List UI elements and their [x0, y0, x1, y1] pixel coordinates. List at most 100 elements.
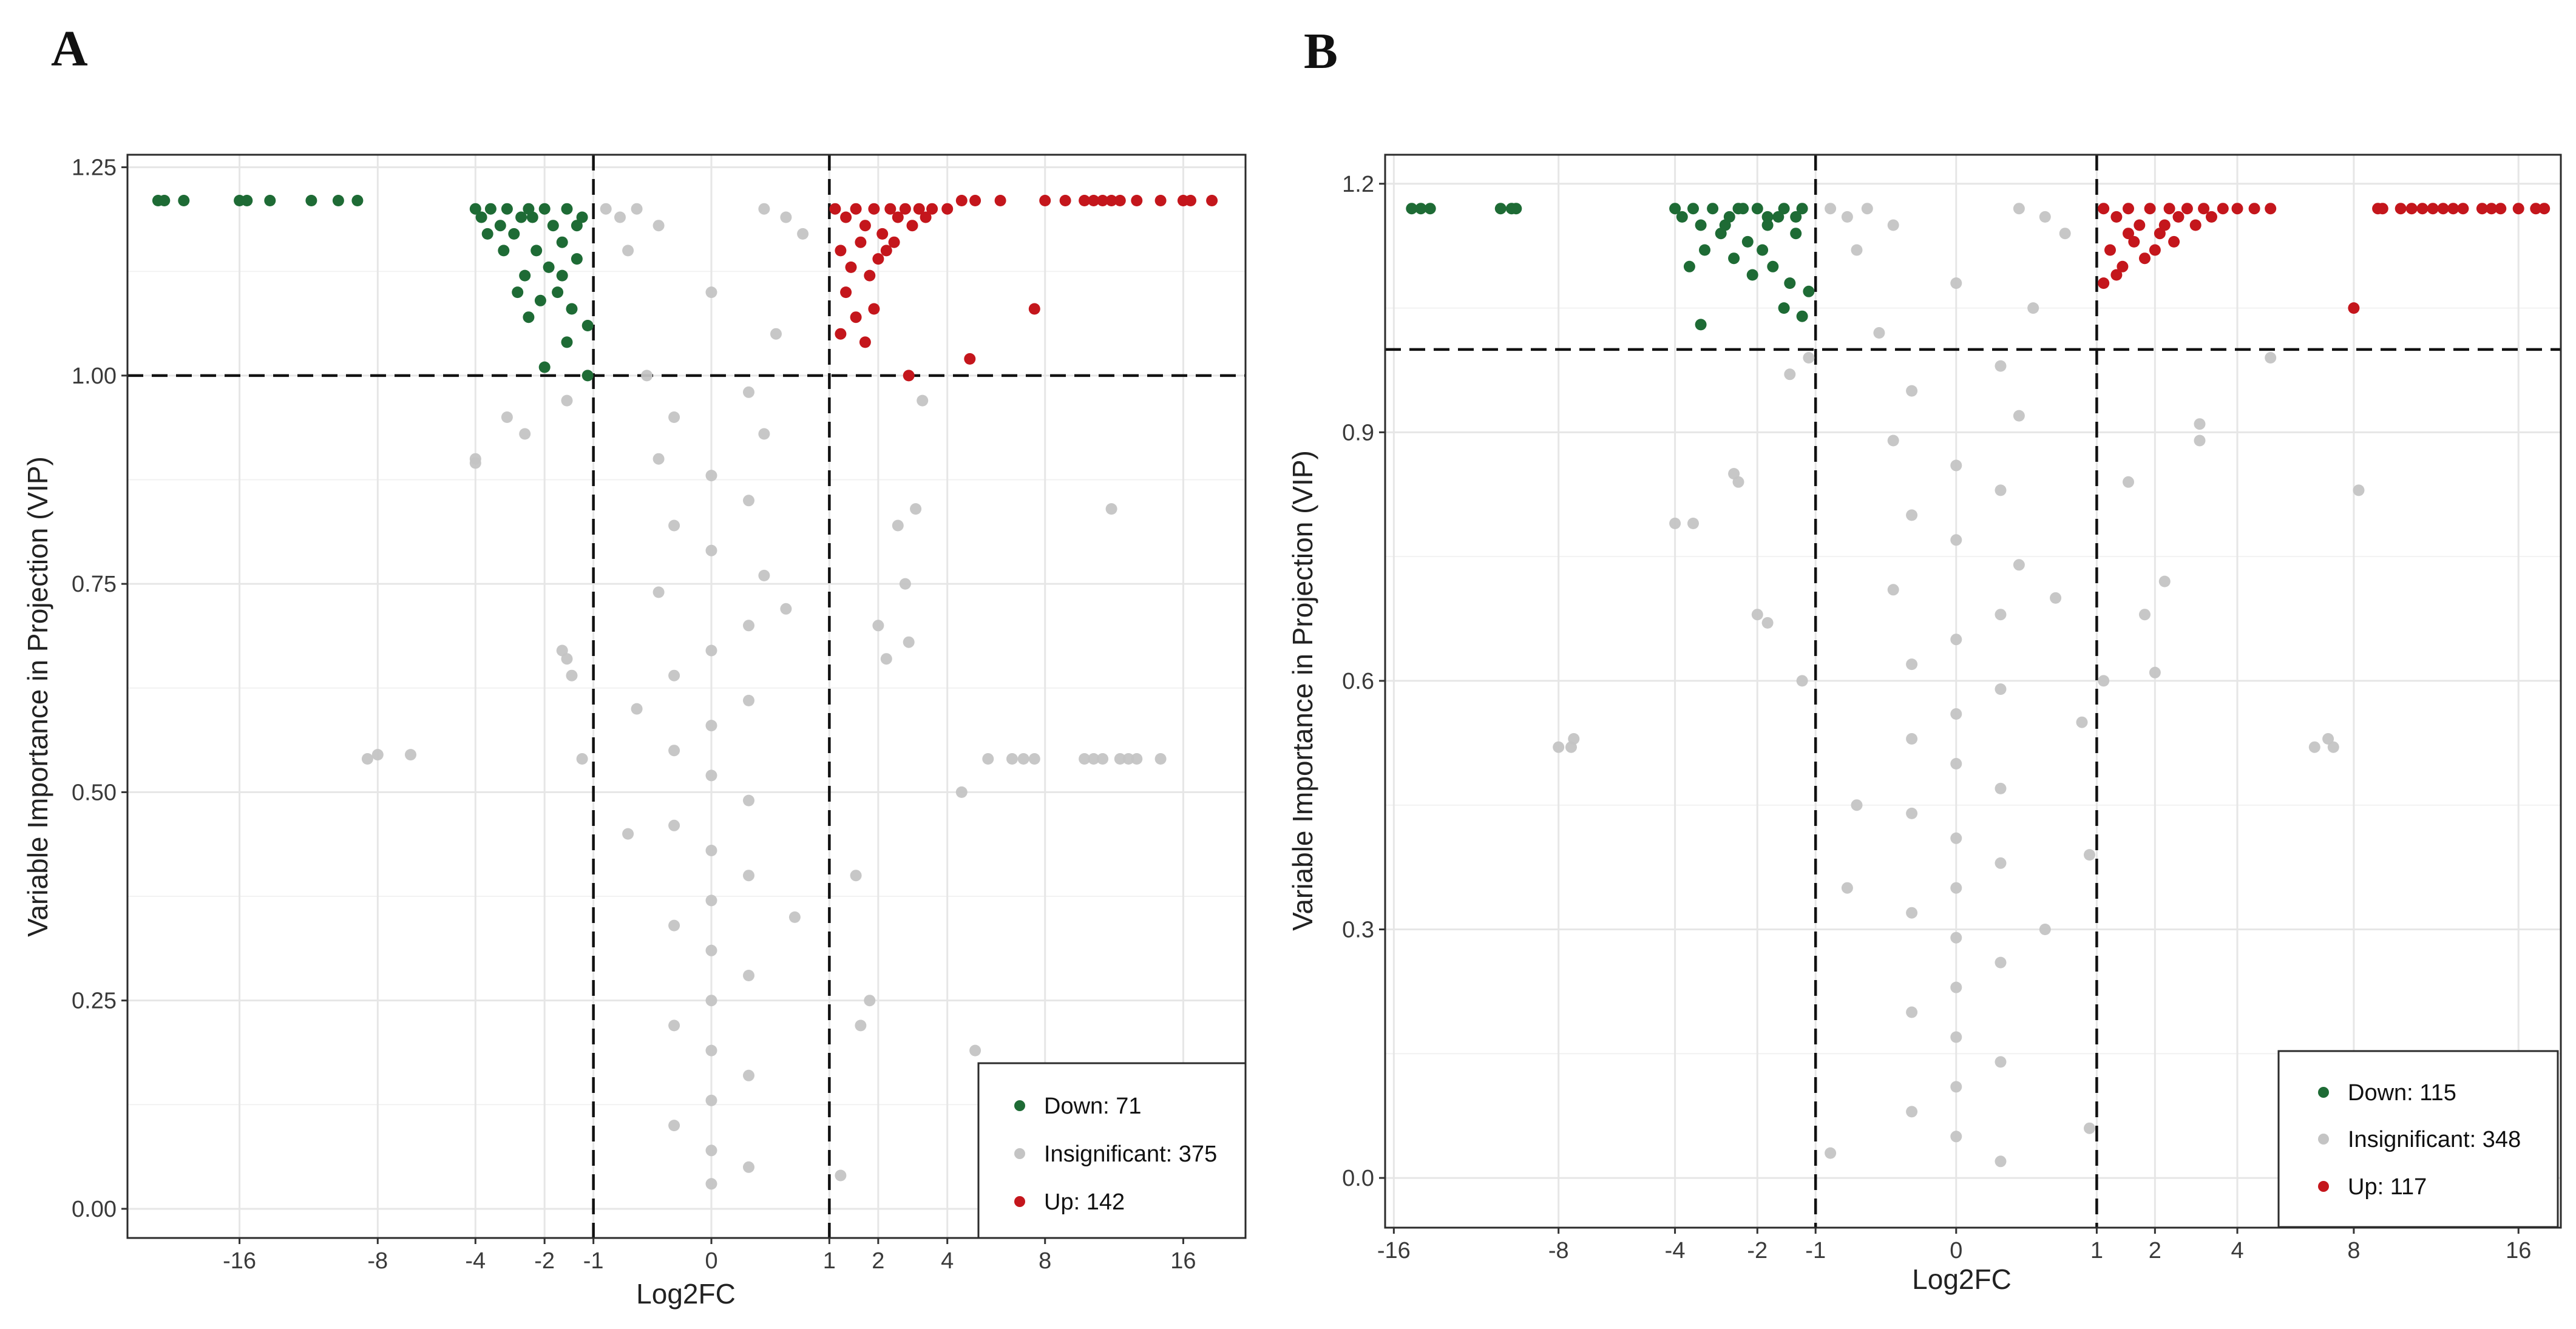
- point-down: [158, 195, 171, 206]
- point-insignificant: [561, 394, 573, 407]
- point-insignificant: [2158, 575, 2171, 587]
- point-down: [1778, 302, 1790, 314]
- point-insignificant: [955, 786, 968, 798]
- point-up: [2110, 269, 2123, 281]
- point-insignificant: [1906, 807, 1918, 819]
- point-insignificant: [917, 394, 929, 407]
- point-insignificant: [652, 586, 665, 598]
- point-insignificant: [1995, 1056, 2007, 1068]
- point-insignificant: [1154, 753, 1167, 765]
- point-insignificant: [2050, 592, 2062, 604]
- point-down: [1772, 211, 1785, 223]
- point-insignificant: [2027, 302, 2039, 314]
- point-up: [2376, 203, 2388, 215]
- panel-letter-a: A: [51, 21, 88, 77]
- point-insignificant: [631, 203, 643, 215]
- point-insignificant: [705, 644, 717, 657]
- point-insignificant: [850, 870, 862, 882]
- point-insignificant: [1803, 352, 1815, 364]
- point-down: [1767, 260, 1779, 272]
- point-down: [552, 286, 564, 299]
- point-insignificant: [668, 1020, 680, 1032]
- y-tick-label: 0.75: [72, 572, 117, 597]
- point-up: [2158, 219, 2171, 231]
- point-up: [2110, 211, 2123, 223]
- point-insignificant: [1784, 368, 1796, 380]
- point-insignificant: [743, 495, 754, 507]
- legend-up-label: Up: 117: [2348, 1174, 2427, 1200]
- point-up: [2128, 235, 2140, 248]
- point-insignificant: [1995, 782, 2007, 794]
- point-insignificant: [758, 203, 770, 215]
- point-insignificant: [2322, 733, 2334, 745]
- point-insignificant: [1122, 753, 1134, 765]
- point-insignificant: [1028, 753, 1040, 765]
- point-down: [484, 203, 497, 215]
- point-insignificant: [1751, 609, 1763, 621]
- point-insignificant: [2308, 741, 2320, 753]
- point-up: [835, 328, 847, 340]
- point-insignificant: [1841, 882, 1853, 894]
- point-up: [2217, 203, 2229, 215]
- point-down: [1790, 228, 1802, 240]
- point-insignificant: [1017, 753, 1029, 765]
- point-down: [512, 286, 524, 299]
- point-down: [1683, 260, 1695, 272]
- point-down: [1510, 203, 1522, 215]
- point-insignificant: [969, 1044, 981, 1057]
- point-down: [1707, 203, 1719, 215]
- point-insignificant: [668, 519, 680, 532]
- panel-letter-b: B: [1304, 23, 1338, 79]
- point-down: [264, 195, 276, 206]
- point-up: [2123, 228, 2134, 240]
- point-down: [1796, 203, 1808, 215]
- panel-a-legend: Down: 71 Insignificant: 375 Up: 142: [977, 1062, 1247, 1239]
- point-insignificant: [1950, 981, 1962, 993]
- point-up: [2447, 203, 2459, 215]
- point-up: [840, 286, 852, 299]
- point-up: [926, 203, 938, 215]
- point-up: [2512, 203, 2524, 215]
- x-tick-label: 0: [1950, 1238, 1962, 1263]
- point-down: [1761, 219, 1774, 231]
- panel-b-x-axis-title: Log2FC: [1912, 1263, 2012, 1295]
- point-up: [1097, 195, 1109, 206]
- point-down: [576, 211, 588, 223]
- point-down: [561, 203, 573, 215]
- panel-b-thresholds: [1385, 155, 2561, 1228]
- point-insignificant: [1887, 584, 1899, 596]
- point-insignificant: [1906, 1006, 1918, 1018]
- point-insignificant: [2084, 1122, 2095, 1134]
- point-insignificant: [1887, 219, 1899, 231]
- point-up: [850, 203, 862, 215]
- point-insignificant: [2149, 666, 2161, 678]
- point-up: [1105, 195, 1117, 206]
- point-insignificant: [519, 428, 531, 440]
- point-insignificant: [1006, 753, 1018, 765]
- point-insignificant: [2098, 675, 2110, 687]
- point-insignificant: [668, 411, 680, 423]
- point-insignificant: [1553, 741, 1565, 753]
- x-tick-label: 16: [2506, 1238, 2531, 1263]
- point-up: [1114, 195, 1126, 206]
- point-down: [566, 303, 578, 315]
- point-down: [526, 211, 538, 223]
- panel-a-x-axis-title: Log2FC: [636, 1278, 736, 1310]
- point-down: [556, 269, 568, 282]
- x-tick-label: 1: [823, 1248, 836, 1274]
- point-insignificant: [1669, 518, 1681, 529]
- y-tick-label: 0.25: [72, 989, 117, 1014]
- x-tick-label: -1: [583, 1248, 604, 1274]
- point-insignificant: [880, 653, 892, 665]
- point-up: [2248, 203, 2260, 215]
- point-insignificant: [469, 457, 481, 469]
- point-insignificant: [1851, 244, 1863, 256]
- point-down: [481, 228, 493, 240]
- point-insignificant: [743, 620, 754, 632]
- point-down: [571, 253, 583, 265]
- point-up: [2348, 302, 2360, 314]
- point-insignificant: [1873, 327, 1885, 339]
- point-insignificant: [2013, 559, 2025, 571]
- point-down: [1784, 277, 1796, 289]
- legend-down-label: Down: 115: [2348, 1080, 2456, 1106]
